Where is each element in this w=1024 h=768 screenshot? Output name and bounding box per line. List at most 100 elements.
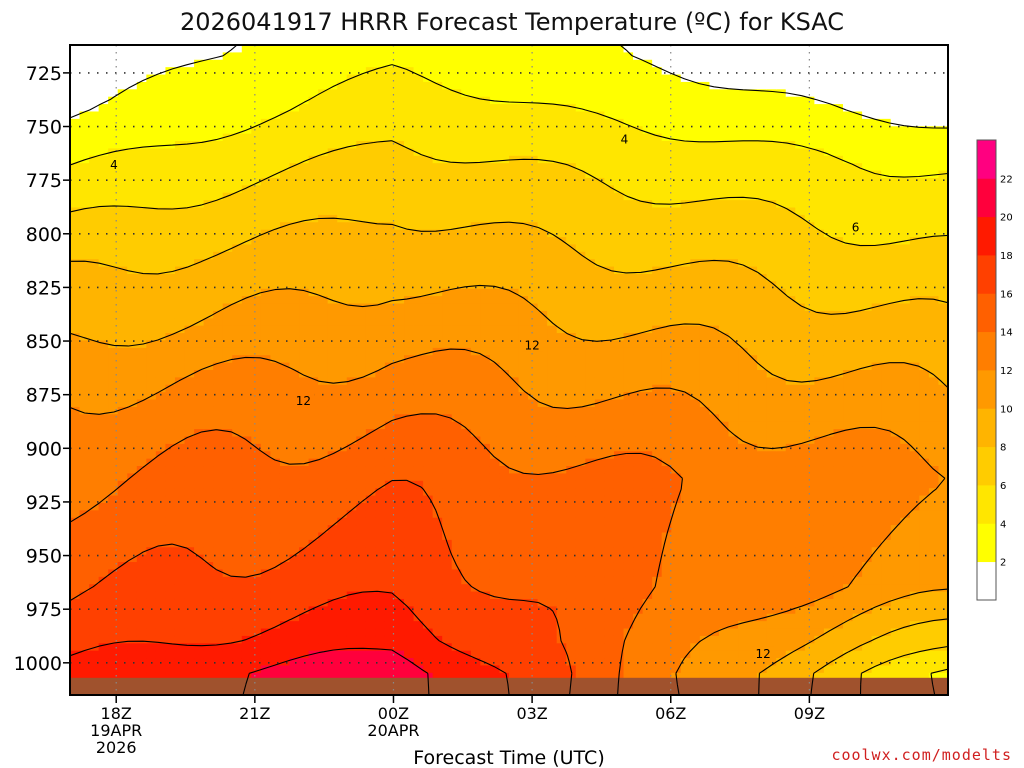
temperature-cell <box>423 576 434 585</box>
temperature-cell <box>423 340 434 349</box>
temperature-cell <box>165 562 176 571</box>
temperature-cell <box>337 672 348 681</box>
temperature-cell <box>222 347 233 356</box>
temperature-cell <box>213 584 224 593</box>
temperature-cell <box>203 288 214 297</box>
temperature-cell <box>251 672 262 681</box>
temperature-cell <box>308 222 319 231</box>
temperature-cell <box>594 591 606 600</box>
temperature-cell <box>337 502 348 511</box>
temperature-cell <box>203 259 214 268</box>
temperature-cell <box>470 532 481 541</box>
temperature-cell <box>556 229 567 238</box>
temperature-cell <box>547 273 558 282</box>
temperature-cell <box>146 155 157 164</box>
temperature-cell <box>518 547 529 556</box>
temperature-cell <box>499 141 510 150</box>
temperature-cell <box>155 141 167 150</box>
temperature-cell <box>528 598 539 607</box>
temperature-cell <box>318 273 329 282</box>
temperature-cell <box>423 214 434 223</box>
temperature-cell <box>251 650 262 659</box>
temperature-cell <box>365 488 376 497</box>
temperature-cell <box>89 510 100 519</box>
temperature-cell <box>222 658 233 667</box>
temperature-cell <box>365 81 376 90</box>
temperature-cell <box>394 488 405 497</box>
temperature-cell <box>289 185 300 194</box>
temperature-cell <box>423 59 434 68</box>
temperature-cell <box>594 517 606 526</box>
temperature-cell <box>260 362 272 371</box>
temperature-cell <box>537 104 548 113</box>
temperature-cell <box>184 141 195 150</box>
temperature-cell <box>70 118 81 127</box>
temperature-cell <box>604 303 615 312</box>
temperature-cell <box>270 89 281 98</box>
temperature-cell <box>585 598 596 607</box>
temperature-cell <box>451 643 462 652</box>
temperature-cell <box>108 436 119 445</box>
temperature-cell <box>509 273 520 282</box>
temperature-cell <box>108 562 119 571</box>
temperature-cell <box>70 325 81 334</box>
temperature-cell <box>356 665 367 674</box>
temperature-cell <box>575 576 586 585</box>
temperature-cell <box>575 443 586 452</box>
temperature-cell <box>127 318 138 327</box>
temperature-cell <box>528 517 539 526</box>
temperature-cell <box>70 200 81 209</box>
temperature-cell <box>98 340 109 349</box>
temperature-cell <box>89 222 100 231</box>
temperature-cell <box>184 296 195 305</box>
temperature-cell <box>108 214 119 223</box>
temperature-cell <box>174 200 186 209</box>
temperature-cell <box>318 480 329 489</box>
temperature-cell <box>566 406 577 415</box>
temperature-cell <box>585 155 596 164</box>
temperature-cell <box>213 133 224 142</box>
temperature-cell <box>79 45 90 53</box>
temperature-cell <box>356 96 367 105</box>
temperature-cell <box>346 185 357 194</box>
temperature-cell <box>299 288 310 297</box>
temperature-cell <box>604 370 615 378</box>
temperature-cell <box>509 665 520 674</box>
temperature-cell <box>594 525 606 534</box>
temperature-cell <box>203 89 214 98</box>
temperature-cell <box>575 288 586 297</box>
temperature-cell <box>404 163 415 172</box>
temperature-cell <box>241 81 252 90</box>
temperature-cell <box>375 547 386 556</box>
temperature-cell <box>375 643 386 652</box>
temperature-cell <box>432 296 443 305</box>
temperature-cell <box>251 576 262 585</box>
temperature-cell <box>365 59 376 68</box>
temperature-cell <box>528 443 539 452</box>
temperature-cell <box>89 517 100 526</box>
temperature-cell <box>222 621 233 630</box>
temperature-cell <box>566 421 577 430</box>
temperature-cell <box>346 104 357 113</box>
temperature-cell <box>365 525 376 534</box>
temperature-cell <box>318 502 329 511</box>
temperature-cell <box>518 384 529 393</box>
temperature-cell <box>375 266 386 275</box>
temperature-cell <box>432 392 443 401</box>
temperature-cell <box>537 214 548 223</box>
temperature-cell <box>423 200 434 209</box>
temperature-cell <box>451 466 462 475</box>
temperature-cell <box>556 104 567 113</box>
temperature-cell <box>174 59 186 68</box>
temperature-cell <box>394 148 405 157</box>
temperature-cell <box>117 458 128 467</box>
temperature-cell <box>270 303 281 312</box>
temperature-cell <box>375 177 386 186</box>
temperature-cell <box>384 310 396 319</box>
temperature-cell <box>432 414 443 423</box>
temperature-cell <box>575 421 586 430</box>
temperature-cell <box>499 591 510 600</box>
temperature-cell <box>442 177 453 186</box>
temperature-cell <box>232 96 243 105</box>
temperature-cell <box>146 421 157 430</box>
